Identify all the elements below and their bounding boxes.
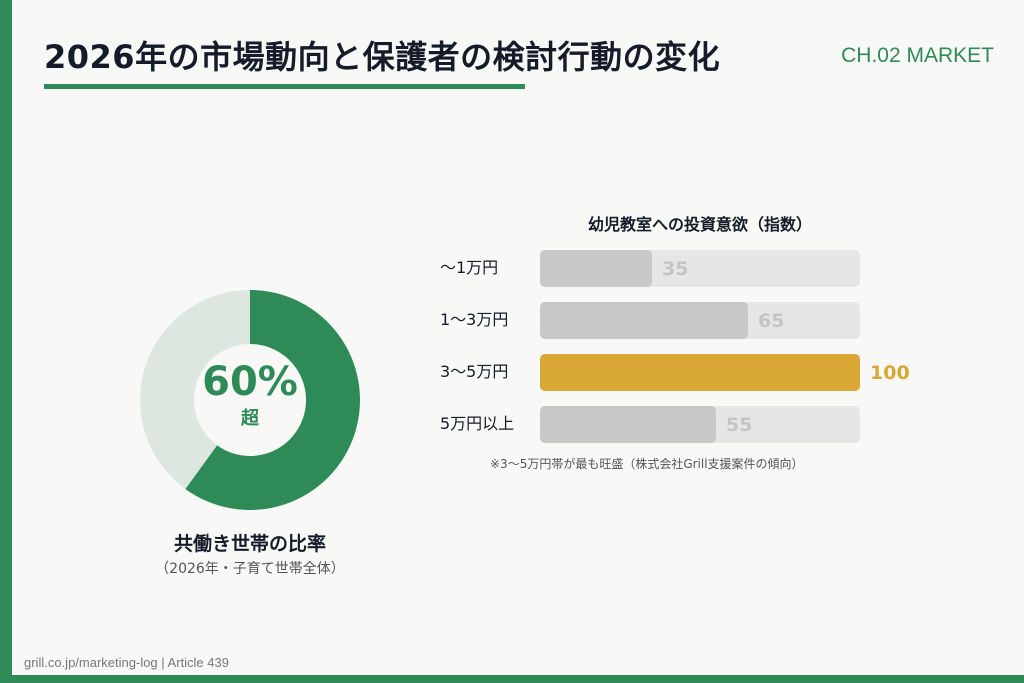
donut-chart: 60% 超 xyxy=(140,290,360,510)
bar xyxy=(540,406,716,443)
bar xyxy=(540,250,652,287)
bar-category-label: 3〜5万円 xyxy=(440,362,509,381)
bar-category-label: 1〜3万円 xyxy=(440,310,509,329)
bar-value-label: 65 xyxy=(758,310,785,332)
donut-svg xyxy=(140,290,360,510)
left-accent-bar xyxy=(0,0,12,683)
donut-slice-rest xyxy=(140,290,250,489)
title-underline xyxy=(44,84,525,89)
bar xyxy=(540,354,860,391)
footer-source: grill.co.jp/marketing-log | Article 439 xyxy=(24,655,229,670)
chapter-label: CH.02 MARKET xyxy=(841,44,994,67)
donut-center-value: 60% xyxy=(202,359,298,405)
bar-chart-note: ※3〜5万円帯が最も旺盛（株式会社Grill支援案件の傾向） xyxy=(490,457,804,471)
bar-category-label: 〜1万円 xyxy=(440,258,499,277)
bar xyxy=(540,302,748,339)
bottom-accent-bar xyxy=(0,675,1024,683)
bar-chart-title: 幼児教室への投資意欲（指数） xyxy=(587,215,812,234)
page-title: 2026年の市場動向と保護者の検討行動の変化 xyxy=(44,38,721,76)
donut-slice-primary xyxy=(185,290,360,510)
donut-center: 60% 超 xyxy=(140,290,360,510)
bar-category-label: 5万円以上 xyxy=(440,414,515,433)
bar-value-label: 35 xyxy=(662,258,689,280)
donut-sublabel: （2026年・子育て世帯全体） xyxy=(155,561,345,577)
bar-value-label: 100 xyxy=(870,362,910,384)
donut-label: 共働き世帯の比率 xyxy=(173,533,326,555)
donut-center-suffix: 超 xyxy=(241,408,259,429)
bar-value-label: 55 xyxy=(726,414,753,436)
